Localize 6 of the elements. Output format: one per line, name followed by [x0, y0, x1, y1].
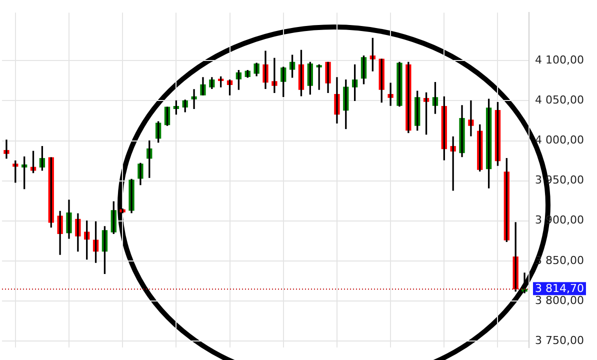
y-tick-label: 3 800,00: [535, 294, 584, 307]
y-tick-label: 4 050,00: [535, 94, 584, 107]
ref-line-label: 3 814,70: [535, 282, 584, 296]
y-tick-label: 4 000,00: [535, 134, 584, 147]
y-tick-label: 4 100,00: [535, 54, 584, 67]
y-tick-label: 3 750,00: [535, 334, 584, 347]
